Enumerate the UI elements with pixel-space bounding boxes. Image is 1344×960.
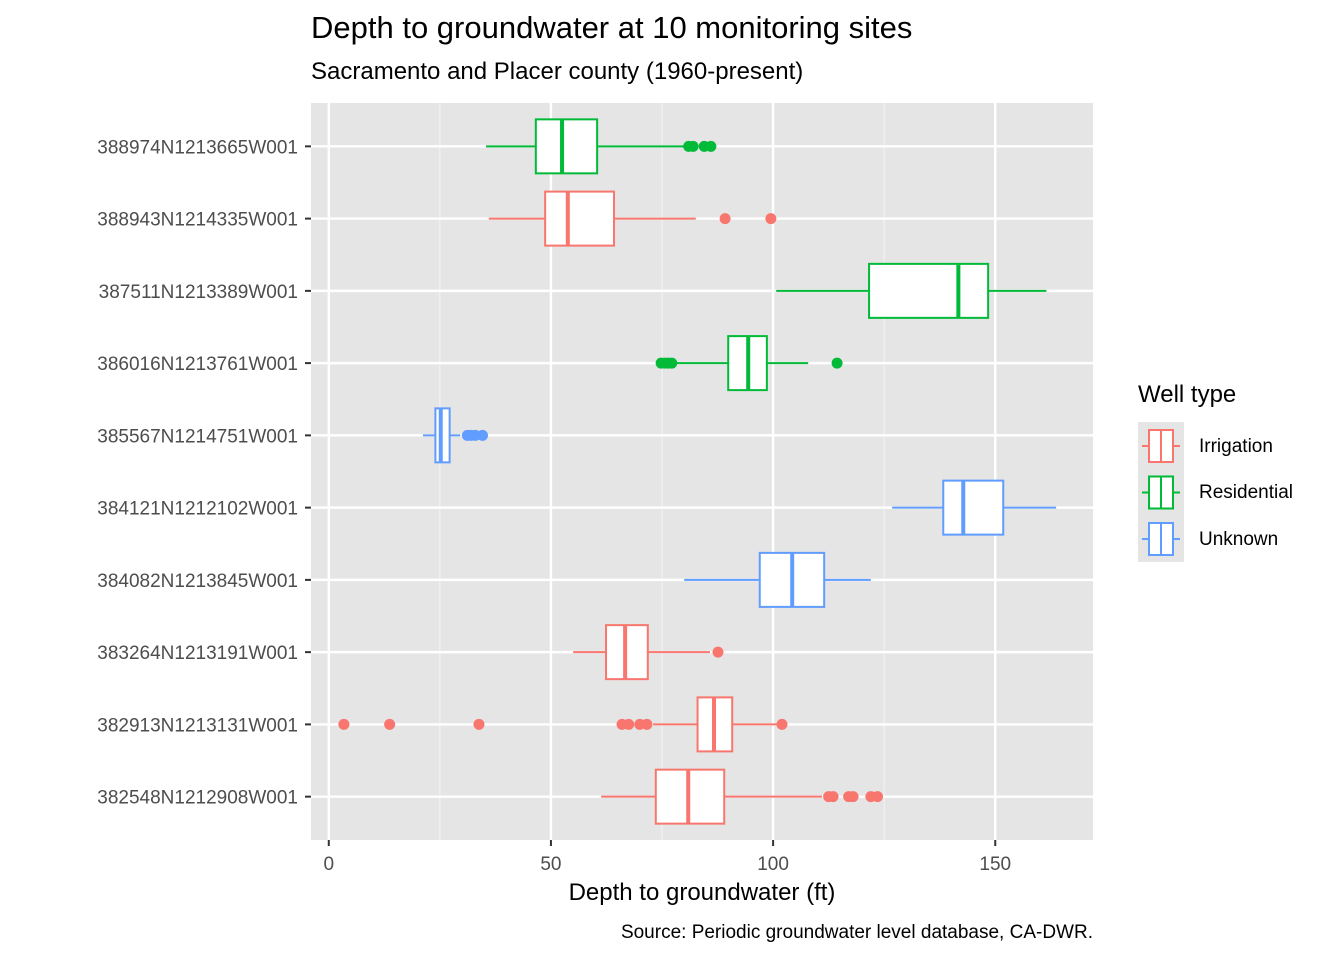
- box-iqr: [534, 118, 599, 175]
- x-axis-title: Depth to groundwater (ft): [569, 879, 836, 906]
- outlier-point: [687, 140, 699, 152]
- boxes: [338, 118, 1057, 825]
- outlier-point: [623, 718, 635, 730]
- x-tick-label: 50: [540, 854, 561, 875]
- box-group: [488, 190, 777, 247]
- outlier-point: [831, 357, 843, 369]
- outlier-point: [827, 791, 839, 803]
- y-tick-label: 384121N1212102W001: [97, 499, 298, 520]
- box-group: [892, 479, 1057, 536]
- box-group: [776, 262, 1047, 319]
- outlier-point: [847, 791, 859, 803]
- legend-title: Well type: [1138, 381, 1237, 408]
- box-group: [573, 624, 724, 681]
- x-axis: 0 50 100 150: [323, 840, 1011, 875]
- y-tick-label: 382548N1212908W001: [97, 788, 298, 809]
- y-tick-label: 388974N1213665W001: [97, 137, 298, 158]
- y-tick-label: 384082N1213845W001: [97, 571, 298, 592]
- outlier-point: [872, 791, 884, 803]
- box-group: [655, 335, 843, 392]
- y-tick-label: 386016N1213761W001: [97, 354, 298, 375]
- box-group: [422, 407, 489, 464]
- legend-key-residential: [1142, 475, 1180, 510]
- y-tick-label: 387511N1213389W001: [99, 282, 298, 303]
- outlier-point: [473, 718, 485, 730]
- outlier-point: [719, 213, 731, 225]
- box-iqr: [868, 262, 990, 319]
- legend-label-irrigation: Irrigation: [1199, 436, 1273, 457]
- box-iqr: [942, 479, 1005, 536]
- outlier-point: [765, 213, 777, 225]
- outlier-point: [641, 718, 653, 730]
- legend-keys: [1138, 422, 1184, 562]
- y-axis: 388974N1213665W001 388943N1214335W001 3875…: [97, 137, 311, 809]
- box-group: [338, 696, 788, 753]
- outlier-point: [705, 140, 717, 152]
- x-tick-label: 100: [757, 854, 789, 875]
- legend-key-irrigation: [1142, 429, 1180, 463]
- box-group: [486, 118, 717, 175]
- y-tick-label: 382913N1213131W001: [97, 715, 298, 736]
- y-tick-label: 388943N1214335W001: [97, 210, 298, 231]
- outlier-point: [776, 718, 788, 730]
- x-tick-label: 0: [323, 854, 334, 875]
- chart-title: Depth to groundwater at 10 monitoring si…: [311, 10, 913, 45]
- legend-label-residential: Residential: [1199, 482, 1293, 503]
- box-iqr: [544, 190, 616, 247]
- legend-key-unknown: [1142, 522, 1180, 556]
- y-tick-label: 385567N1214751W001: [97, 426, 298, 447]
- outlier-point: [712, 646, 724, 658]
- outlier-point: [384, 718, 396, 730]
- outlier-point: [666, 357, 678, 369]
- outlier-point: [338, 718, 350, 730]
- box-group: [684, 551, 871, 608]
- y-tick-label: 383264N1213191W001: [97, 643, 298, 664]
- source-caption: Source: Periodic groundwater level datab…: [620, 922, 1093, 943]
- legend-label-unknown: Unknown: [1199, 529, 1279, 550]
- outlier-point: [477, 429, 489, 441]
- chart-subtitle: Sacramento and Placer county (1960-prese…: [311, 58, 804, 85]
- box-group: [601, 768, 884, 825]
- x-tick-label: 150: [979, 854, 1011, 875]
